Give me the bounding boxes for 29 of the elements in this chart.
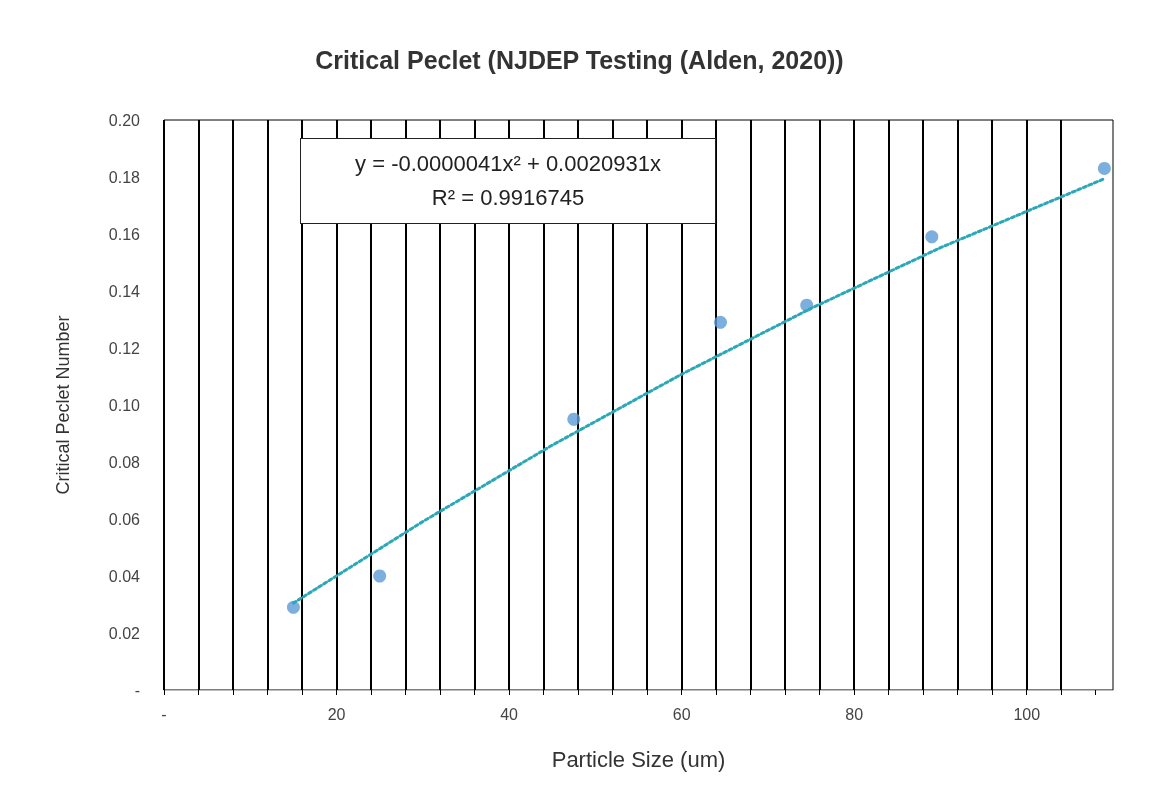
y-tick-label: 0.10 xyxy=(108,396,141,414)
annotation: R² = 0.9916745 xyxy=(430,184,586,212)
x-tick-label: 40 xyxy=(500,705,519,723)
x-tick-label: 20 xyxy=(327,705,346,723)
point xyxy=(373,569,387,583)
y-tick-label: 0.18 xyxy=(108,168,141,186)
point xyxy=(286,600,300,614)
point xyxy=(567,412,581,426)
y-tick-label: - xyxy=(134,681,140,699)
point xyxy=(925,230,939,244)
y-tick-label: 0.06 xyxy=(108,510,141,528)
x-tick-label: - xyxy=(161,705,167,723)
y-tick-label: 0.12 xyxy=(108,339,141,357)
point xyxy=(713,315,727,329)
y-tick-label: 0.20 xyxy=(108,111,141,129)
point xyxy=(1097,161,1111,175)
x-tick-label: 80 xyxy=(845,705,864,723)
x-tick-label: 60 xyxy=(672,705,691,723)
equation-box: y = -0.0000041x² + 0.0020931x R² = 0.9916745 xyxy=(300,138,716,224)
y-tick-label: 0.16 xyxy=(108,225,141,243)
x-axis-title: Particle Size (um) xyxy=(551,746,726,772)
y-axis-title: Critical Peclet Number xyxy=(53,315,73,495)
chart-title: Critical Peclet (NJDEP Testing (Alden, 2020)) xyxy=(315,45,844,74)
x-tick-label: 100 xyxy=(1013,705,1041,723)
annotation: y = -0.0000041x² + 0.0020931x xyxy=(354,150,662,178)
y-tick-label: 0.02 xyxy=(108,624,141,642)
y-tick-label: 0.04 xyxy=(108,567,141,585)
y-tick-label: 0.14 xyxy=(108,282,141,300)
y-tick-label: 0.08 xyxy=(108,453,141,471)
